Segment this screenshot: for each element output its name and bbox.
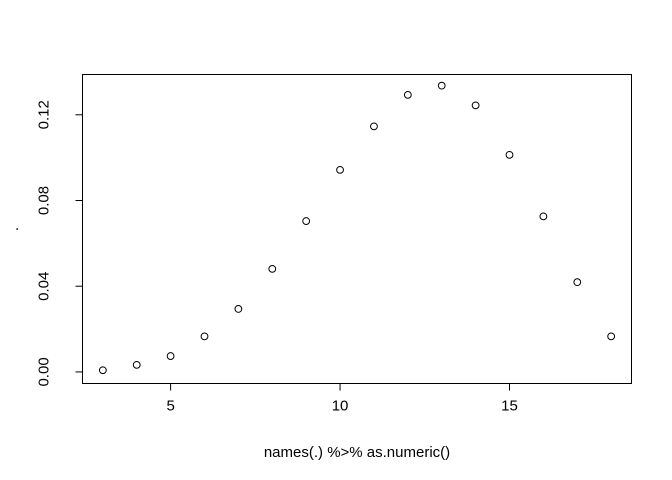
data-point: [573, 278, 582, 287]
x-tick-label: 5: [166, 398, 174, 415]
data-point: [370, 122, 378, 131]
data-point: [607, 332, 616, 341]
data-point: [336, 165, 344, 174]
x-axis: 5 10 15: [166, 383, 518, 415]
y-tick-label: 0.00: [36, 357, 53, 386]
data-point: [403, 90, 412, 99]
x-tick-label: 15: [501, 398, 518, 415]
y-axis-label: .: [5, 227, 22, 231]
y-axis: 0.00 0.04 0.08 0.12: [36, 100, 83, 387]
data-point: [505, 150, 514, 159]
data-point: [200, 332, 209, 341]
data-point: [166, 352, 175, 360]
data-point: [268, 264, 277, 273]
plot-frame: [82, 74, 632, 384]
data-point: [437, 81, 446, 90]
y-tick-label: 0.08: [36, 186, 53, 215]
y-tick-label: 0.04: [36, 272, 53, 301]
data-point: [471, 101, 480, 110]
y-tick-label: 0.12: [36, 100, 53, 129]
data-points: [98, 81, 616, 375]
data-point: [98, 366, 107, 375]
data-point: [234, 305, 243, 313]
data-point: [302, 217, 311, 225]
x-tick-label: 10: [332, 398, 349, 415]
x-axis-label: names(.) %>% as.numeric(): [264, 444, 450, 461]
data-point: [539, 212, 548, 221]
data-point: [132, 360, 141, 369]
